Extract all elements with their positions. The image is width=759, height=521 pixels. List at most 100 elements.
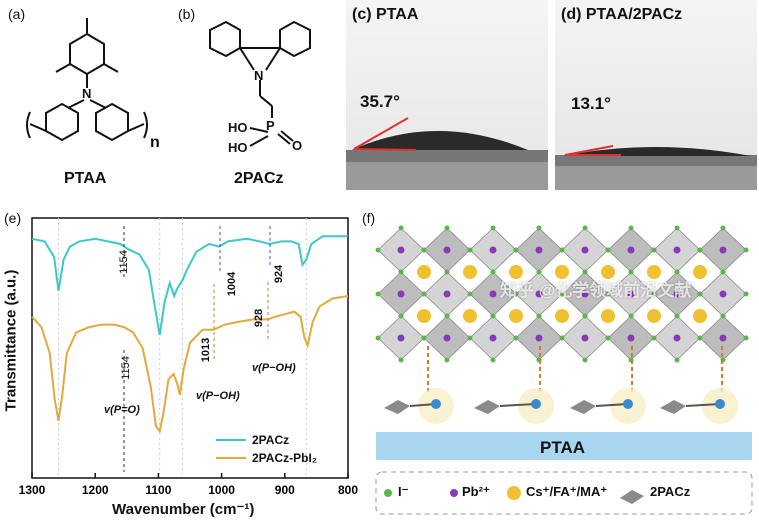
iodide-atom bbox=[375, 247, 381, 253]
x-tick-label-1: 1200 bbox=[82, 483, 109, 497]
bracket-right bbox=[143, 111, 148, 139]
ptaa-n-atom: N bbox=[82, 86, 92, 101]
iodide-atom bbox=[697, 247, 703, 253]
2pacz-p-atom: P bbox=[266, 118, 275, 133]
legend-cation-dot bbox=[507, 486, 521, 500]
iodide-atom bbox=[605, 291, 611, 297]
ptaa-structure bbox=[26, 18, 148, 142]
a-site-cation bbox=[647, 265, 661, 279]
pb-atom bbox=[443, 246, 451, 254]
iodide-atom bbox=[490, 357, 496, 363]
iodide-atom bbox=[490, 269, 496, 275]
sam-molecule-4 bbox=[660, 388, 738, 424]
pb-atom bbox=[489, 334, 497, 342]
pb-atom bbox=[719, 334, 727, 342]
a-site-cation bbox=[463, 309, 477, 323]
pb-atom bbox=[535, 246, 543, 254]
octahedra-lattice bbox=[375, 225, 749, 363]
bond-left-chain bbox=[29, 123, 47, 132]
perovskite-schematic bbox=[375, 225, 753, 515]
substrate-label: PTAA bbox=[540, 438, 586, 457]
pb-atom bbox=[443, 334, 451, 342]
pb-atom bbox=[627, 290, 635, 298]
pb-atom bbox=[581, 290, 589, 298]
pb-atom bbox=[673, 290, 681, 298]
legend-text-2pacz-pbi2: 2PACz-PbI₂ bbox=[252, 451, 318, 465]
iodide-atom bbox=[559, 335, 565, 341]
iodide-atom bbox=[398, 313, 404, 319]
methyl-left bbox=[55, 63, 71, 73]
ptaa-substrate-bar bbox=[376, 432, 752, 460]
x-tick-label-0: 1300 bbox=[19, 483, 46, 497]
pb-atom bbox=[397, 246, 405, 254]
legend-text-2pacz: 2PACz bbox=[252, 433, 290, 447]
iodide-atom bbox=[467, 247, 473, 253]
2pacz-name: 2PACz bbox=[234, 170, 284, 187]
iodide-atom bbox=[467, 335, 473, 341]
a-site-cation bbox=[463, 265, 477, 279]
bond-p-o-a bbox=[277, 133, 291, 145]
2pacz-o-atom: O bbox=[292, 138, 303, 153]
panel-d-label: (d) PTAA/2PACz bbox=[561, 6, 683, 23]
annot-1013: 1013 bbox=[200, 337, 213, 363]
iodide-atom bbox=[398, 357, 404, 363]
iodide-atom bbox=[421, 335, 427, 341]
ftir-chart: 1300 1200 1100 1000 900 800 bbox=[19, 217, 358, 497]
pb-atom bbox=[627, 334, 635, 342]
iodide-atom bbox=[513, 291, 519, 297]
legend-box bbox=[375, 471, 753, 515]
a-site-cation bbox=[693, 309, 707, 323]
pb-atom bbox=[397, 290, 405, 298]
x-ticks: 1300 1200 1100 1000 900 800 bbox=[19, 473, 358, 497]
pb-atom bbox=[581, 246, 589, 254]
annot-1154-top: 1154 bbox=[117, 250, 130, 274]
tangent-line-d bbox=[564, 145, 614, 156]
legend-iodide: I⁻ bbox=[398, 484, 409, 499]
sam-molecule-2 bbox=[474, 388, 554, 424]
iodide-atom bbox=[605, 247, 611, 253]
bracket-left bbox=[26, 111, 31, 139]
pb-atom bbox=[489, 290, 497, 298]
iodide-atom bbox=[559, 291, 565, 297]
panel-f-label: (f) bbox=[362, 210, 376, 226]
iodide-atom bbox=[697, 335, 703, 341]
iodide-atom bbox=[674, 269, 680, 275]
iodide-atom bbox=[559, 247, 565, 253]
iodide-atom bbox=[467, 291, 473, 297]
a-site-cation bbox=[417, 265, 431, 279]
iodide-atom bbox=[490, 313, 496, 319]
a-site-cation bbox=[555, 265, 569, 279]
2pacz-n-atom: N bbox=[254, 68, 264, 83]
legend-cation: Cs⁺/FA⁺/MA⁺ bbox=[526, 484, 608, 499]
pb-atom bbox=[673, 334, 681, 342]
iodide-atom bbox=[421, 247, 427, 253]
legend-lead: Pb²⁺ bbox=[462, 484, 490, 499]
pb-atom bbox=[535, 334, 543, 342]
x-tick-label-4: 900 bbox=[275, 483, 295, 497]
bond-to-n-left bbox=[239, 47, 255, 71]
annot-928: 928 bbox=[253, 308, 266, 328]
tangent-line-c bbox=[353, 117, 409, 150]
ethyl-2 bbox=[259, 95, 273, 107]
a-site-cation bbox=[509, 309, 523, 323]
bond-to-n-right bbox=[265, 47, 281, 71]
iodide-atom bbox=[444, 269, 450, 275]
legend-sam-glyph bbox=[620, 490, 644, 504]
x-tick-label-3: 1000 bbox=[208, 483, 235, 497]
baseline-c bbox=[353, 148, 417, 151]
legend-sam: 2PACz bbox=[650, 484, 691, 499]
iodide-atom bbox=[444, 225, 450, 231]
iodide-atom bbox=[582, 313, 588, 319]
pb-atom bbox=[489, 246, 497, 254]
pb-atom bbox=[581, 334, 589, 342]
pb-atom bbox=[443, 290, 451, 298]
mesityl-ring bbox=[69, 32, 105, 76]
iodide-atom bbox=[720, 269, 726, 275]
iodide-atom bbox=[536, 269, 542, 275]
droplet-d bbox=[563, 147, 751, 156]
annot-924: 924 bbox=[273, 264, 286, 284]
iodide-atom bbox=[582, 225, 588, 231]
carbazole-left-ring bbox=[209, 20, 241, 58]
right-ring bbox=[95, 102, 129, 142]
pb-atom bbox=[719, 246, 727, 254]
